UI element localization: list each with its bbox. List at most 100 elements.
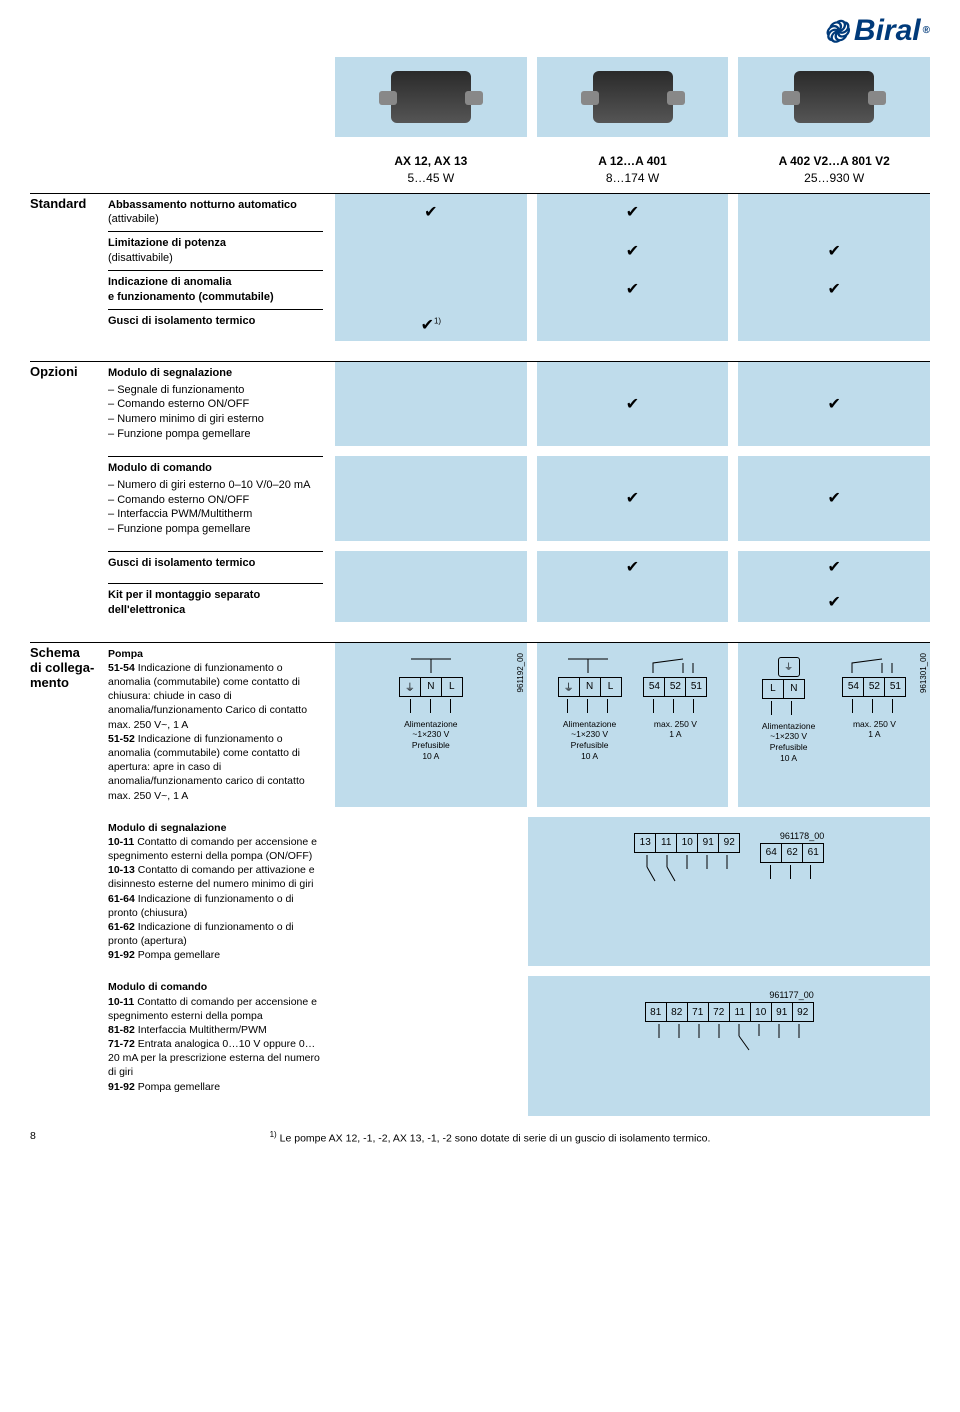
dseg-ref: 961178_00	[760, 831, 824, 841]
col2-title: A 12…A 401	[598, 154, 666, 168]
opz-r2-i2: Comando esterno ON/OFF	[108, 493, 323, 508]
opz-r3-c2: ✔	[537, 551, 729, 583]
std-r3-c2: ✔	[537, 270, 729, 309]
column-header-row: AX 12, AX 13 5…45 W A 12…A 401 8…174 W A 4…	[30, 147, 930, 193]
std-r3-c3: ✔	[738, 270, 930, 309]
pompa-title: Pompa	[108, 648, 143, 660]
opz-r2-title: Modulo di comando	[108, 462, 212, 474]
d1-c4: 10 A	[422, 751, 439, 761]
std-r2-c3: ✔	[738, 231, 930, 270]
p5154-t: Indicazione di funzionamento o anomalia …	[108, 662, 307, 731]
d1-c2: ~1×230 V	[412, 729, 449, 739]
d3r-t3: 51	[884, 677, 906, 697]
d1-c3: Prefusible	[412, 740, 450, 750]
relay-icon	[401, 657, 461, 675]
swirl-icon: ֎	[823, 10, 848, 51]
modseg-title: Modulo di segnalazione	[108, 822, 226, 834]
opz-r2-c3: ✔	[738, 456, 930, 541]
opz-r1-i1: Segnale di funzionamento	[108, 383, 323, 398]
std-r4-c1: ✔1)	[335, 309, 527, 341]
schema-label: Schemadi collega-mento	[30, 643, 108, 807]
d3-earth: ⏚	[778, 657, 800, 677]
page-number: 8	[30, 1130, 50, 1145]
std-r4-c3	[738, 309, 930, 341]
std-r1-c2: ✔	[537, 194, 729, 232]
d3r-t2: 52	[863, 677, 885, 697]
col1-title: AX 12, AX 13	[394, 154, 467, 168]
opz-row-2: Modulo di comando Numero di giri esterno…	[30, 456, 930, 541]
std-r4-c2	[537, 309, 729, 341]
footnote-marker: 1)	[270, 1130, 277, 1139]
opz-r1-c2: ✔	[537, 362, 729, 446]
std-r2-c1	[335, 231, 527, 270]
opz-r2-i3: Interfaccia PWM/Multitherm	[108, 507, 323, 522]
page: ֎ Biral ® AX 12, AX 13 5…45 W A 12…A 401 8…	[0, 0, 960, 1165]
std-r3-sub: e funzionamento (commutabile)	[108, 291, 274, 303]
switch-icon	[637, 855, 737, 885]
switch-icon	[649, 1024, 809, 1052]
col-hdr-3: A 402 V2…A 801 V2 25…930 W	[738, 147, 930, 193]
opz-r1-list: Segnale di funzionamento Comando esterno…	[108, 383, 323, 442]
col1-range: 5…45 W	[407, 171, 454, 185]
opz-r3-c1	[335, 551, 527, 583]
opz-r4-title: Kit per il montaggio separato dell'elett…	[108, 589, 260, 616]
d2l-t2: N	[579, 677, 601, 697]
opz-r2-i1: Numero di giri esterno 0–10 V/0–20 mA	[108, 478, 323, 493]
d2r-t2: 52	[664, 677, 686, 697]
opz-r1-c1	[335, 362, 527, 446]
d3-ref: 961301_00	[919, 653, 928, 693]
d3l-t3: N	[783, 679, 805, 699]
product-image-1	[335, 57, 527, 137]
product-image-2	[537, 57, 729, 137]
col3-range: 25…930 W	[804, 171, 864, 185]
opz-r2-i4: Funzione pompa gemellare	[108, 522, 323, 537]
d1-t1: ⏚	[399, 677, 421, 697]
diagram-pompa-3: 961301_00 ⏚ L N Alimentazione ~1×230 V P…	[738, 643, 930, 807]
opz-r4-c1	[335, 583, 527, 622]
relay-icon	[643, 657, 703, 675]
brand-name: Biral	[854, 14, 921, 48]
diagram-pompa-1: 961192_00 ⏚ N L Alimentazione ~1×230 V P…	[335, 643, 527, 807]
std-r2-c2: ✔	[537, 231, 729, 270]
p5152-t: Indicazione di funzionamento o anomalia …	[108, 733, 305, 802]
d1-c1: Alimentazione	[404, 719, 457, 729]
product-image-3	[738, 57, 930, 137]
opz-r1-i3: Numero minimo di giri esterno	[108, 412, 323, 427]
std-r1-title: Abbassamento notturno automatico	[108, 199, 297, 211]
relay-icon	[558, 657, 618, 675]
standard-row-2: Limitazione di potenza(disattivabile) ✔ …	[30, 231, 930, 270]
opzioni-label: Opzioni	[30, 362, 108, 446]
dcmd-ref: 961177_00	[645, 990, 814, 1000]
diagram-modseg: 13 11 10 91 92	[528, 817, 930, 967]
col2-range: 8…174 W	[606, 171, 659, 185]
opz-r1-title: Modulo di segnalazione	[108, 367, 232, 379]
opz-r2-c2: ✔	[537, 456, 729, 541]
col-hdr-2: A 12…A 401 8…174 W	[537, 147, 729, 193]
standard-row-3: Indicazione di anomaliae funzionamento (…	[30, 270, 930, 309]
d2r-t3: 51	[685, 677, 707, 697]
standard-row-1: Standard Abbassamento notturno automatic…	[30, 194, 930, 232]
d1-ref: 961192_00	[516, 653, 525, 692]
d1-t3: L	[441, 677, 463, 697]
footnote-text: Le pompe AX 12, -1, -2, AX 13, -1, -2 so…	[280, 1133, 711, 1145]
d2l-t1: ⏚	[558, 677, 580, 697]
col3-title: A 402 V2…A 801 V2	[779, 154, 890, 168]
schema-row-modseg: Modulo di segnalazione 10-11 Contatto di…	[30, 817, 930, 967]
opz-row-4: Kit per il montaggio separato dell'elett…	[30, 583, 930, 622]
diagram-modcmd: 961177_00 81 82 71 72 11 10 91 92	[528, 976, 930, 1116]
opz-r2-c1	[335, 456, 527, 541]
modcmd-title: Modulo di comando	[108, 981, 207, 993]
brand-logo: ֎ Biral ®	[823, 10, 930, 51]
schema-row-pompa: Schemadi collega-mento Pompa 51-54 Indic…	[30, 643, 930, 807]
registered-icon: ®	[923, 25, 930, 36]
col-hdr-1: AX 12, AX 13 5…45 W	[335, 147, 527, 193]
p5152-b: 51-52	[108, 733, 135, 745]
opz-row-3: Gusci di isolamento termico ✔ ✔	[30, 551, 930, 583]
std-r3-c1	[335, 270, 527, 309]
std-r2-title: Limitazione di potenza	[108, 237, 226, 249]
opz-r3-title: Gusci di isolamento termico	[108, 557, 255, 569]
opz-r1-i4: Funzione pompa gemellare	[108, 427, 323, 442]
diagram-pompa-2: ⏚ N L Alimentazione ~1×230 V Prefusible …	[537, 643, 729, 807]
footer: 8 1) Le pompe AX 12, -1, -2, AX 13, -1, …	[30, 1130, 930, 1145]
opz-r1-i2: Comando esterno ON/OFF	[108, 397, 323, 412]
